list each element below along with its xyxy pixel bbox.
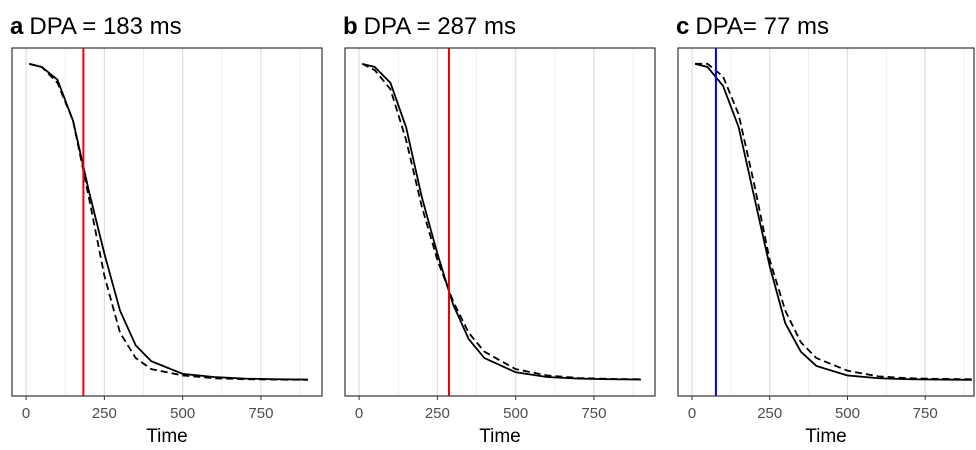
- panel-letter: c: [676, 13, 689, 40]
- x-tick-label: 0: [355, 405, 363, 422]
- panel-title-text: DPA= 77 ms: [695, 13, 829, 40]
- plot-area: [29, 48, 308, 396]
- plot-area: [694, 48, 972, 396]
- panel-title: c DPA= 77 ms: [676, 13, 829, 40]
- solid-curve: [29, 62, 308, 381]
- x-axis-title: Time: [146, 426, 188, 447]
- panel-title: a DPA = 183 ms: [10, 13, 182, 40]
- x-axis-title: Time: [805, 426, 847, 447]
- x-tick-label: 250: [757, 405, 782, 422]
- panel-border: [344, 47, 656, 397]
- panel-title-text: DPA = 183 ms: [29, 13, 181, 40]
- x-tick-label: 0: [688, 405, 696, 422]
- panel-border: [677, 47, 975, 397]
- x-tick-label: 750: [581, 405, 606, 422]
- panel: b DPA = 287 ms 0 250 500 750 Time: [343, 13, 656, 447]
- panel: a DPA = 183 ms 0 250 500 750 Time: [10, 13, 323, 447]
- x-tick-label: 500: [835, 405, 860, 422]
- x-tick-label: 500: [170, 405, 195, 422]
- dashed-curve: [29, 62, 308, 381]
- x-axis-title: Time: [479, 426, 521, 447]
- panel-title: b DPA = 287 ms: [343, 13, 516, 40]
- plot-area: [361, 48, 641, 396]
- x-tick-label: 0: [22, 405, 30, 422]
- x-tick-label: 250: [425, 405, 450, 422]
- x-tick-label: 250: [92, 405, 117, 422]
- solid-curve: [694, 62, 972, 381]
- panel: c DPA= 77 ms 0 250 500 750 Time: [676, 13, 975, 447]
- x-tick-label: 750: [913, 405, 938, 422]
- dashed-curve: [695, 62, 972, 381]
- x-tick-label: 750: [248, 405, 273, 422]
- panel-letter: a: [10, 13, 24, 40]
- solid-curve: [362, 62, 641, 381]
- panel-letter: b: [343, 13, 358, 40]
- panel-border: [11, 47, 323, 397]
- panel-title-text: DPA = 287 ms: [364, 13, 516, 40]
- dashed-curve: [361, 63, 641, 381]
- x-tick-label: 500: [503, 405, 528, 422]
